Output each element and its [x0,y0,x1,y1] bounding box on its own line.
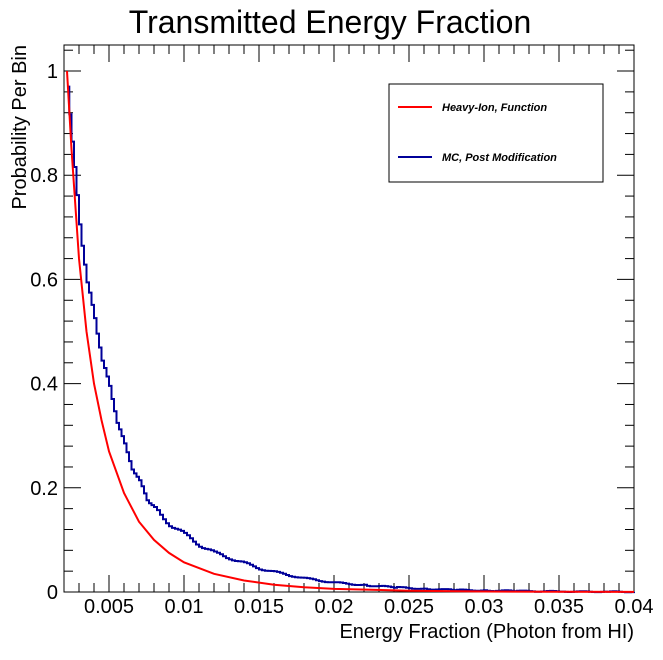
legend-box [388,83,604,183]
y-tick-label: 0 [47,582,58,604]
y-tick-label: 0.2 [30,478,58,500]
y-tick-label: 0.4 [30,374,58,396]
x-tick-label: 0.02 [315,596,354,618]
y-tick-label: 1 [47,61,58,83]
x-tick-label: 0.025 [384,596,434,618]
y-axis-title: Probability Per Bin [9,45,31,210]
series-heavy-ion-line [66,70,635,593]
x-tick-label: 0.015 [234,596,284,618]
x-tick-label: 0.01 [165,596,204,618]
x-tick-label: 0.04 [615,596,654,618]
x-tick-label: 0.035 [534,596,584,618]
x-tick-label: 0.03 [465,596,504,618]
legend-label-mc: MC, Post Modification [442,152,557,164]
legend: Heavy-Ion, Function MC, Post Modificatio… [388,83,604,183]
chart-title: Transmitted Energy Fraction [129,4,532,40]
y-axis: 0 0.2 0.4 0.6 0.8 1 [30,49,634,604]
y-tick-label: 0.8 [30,165,58,187]
series-layer [66,70,635,594]
x-axis: 0.005 0.01 0.015 0.02 0.025 0.03 0.035 0.04 [78,45,654,618]
legend-label-heavy-ion: Heavy-Ion, Function [442,102,547,114]
x-axis-title: Energy Fraction (Photon from HI) [339,621,634,643]
y-tick-label: 0.6 [30,269,58,291]
x-tick-label: 0.005 [84,596,134,618]
